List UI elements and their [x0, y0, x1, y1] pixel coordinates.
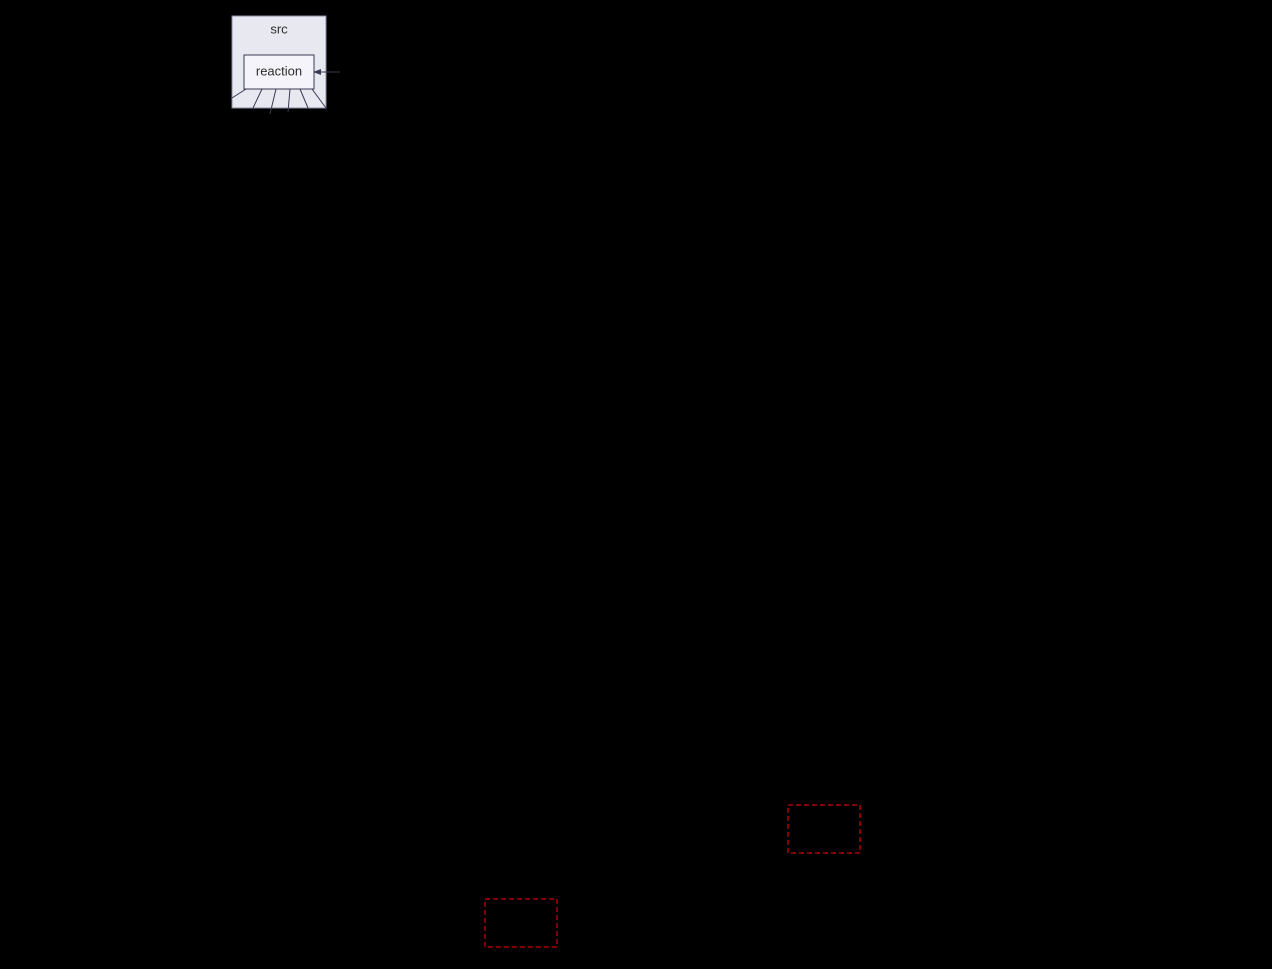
- node-reaction[interactable]: reaction: [244, 55, 314, 89]
- node-label-src: src: [270, 21, 288, 36]
- node-label-reaction: reaction: [256, 63, 302, 78]
- node-red2: [485, 899, 557, 947]
- node-red1: [788, 805, 860, 853]
- dependency-diagram: src reaction: [0, 0, 1272, 969]
